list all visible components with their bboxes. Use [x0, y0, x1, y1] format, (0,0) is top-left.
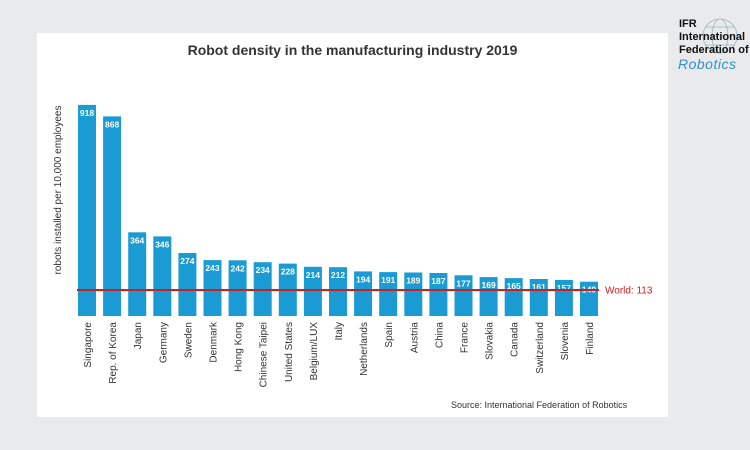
- bar-value-label: 243: [205, 263, 219, 273]
- bar-value-label: 157: [557, 283, 571, 293]
- bar-value-label: 214: [306, 270, 320, 280]
- category-tick-label: Finland: [585, 322, 596, 355]
- chart-title: Robot density in the manufacturing indus…: [187, 42, 518, 58]
- world-reference-label: World: 113: [605, 286, 653, 297]
- bar: [404, 272, 423, 316]
- bar: [228, 260, 247, 316]
- category-tick-label: Denmark: [209, 321, 220, 363]
- category-tick-label: Sweden: [183, 322, 194, 358]
- bar: [479, 277, 498, 316]
- bar-value-label: 187: [431, 276, 445, 286]
- bar-value-label: 177: [456, 278, 470, 288]
- bar-value-label: 165: [507, 281, 521, 291]
- bar: [454, 275, 473, 316]
- bar: [329, 267, 347, 316]
- category-tick-label: Chinese Taipei: [259, 322, 270, 387]
- bar-value-label: 228: [281, 267, 295, 277]
- bar-value-label: 868: [105, 119, 119, 129]
- bar: [153, 236, 172, 316]
- category-tick-label: Canada: [510, 322, 521, 357]
- bar: [128, 232, 147, 316]
- category-tick-label: Netherlands: [359, 322, 370, 376]
- category-tick-label: Hong Kong: [234, 322, 245, 372]
- bar: [529, 279, 548, 316]
- category-tick-label: Italy: [334, 322, 345, 340]
- logo-line-international: International: [679, 31, 746, 43]
- logo-line-federation: Federation of: [679, 44, 749, 56]
- bar-value-label: 274: [180, 256, 194, 266]
- bar: [78, 104, 96, 317]
- category-tick-label: Rep. of Korea: [108, 322, 119, 384]
- category-tick-label: Slovakia: [485, 322, 496, 360]
- category-tick-label: United States: [284, 322, 295, 382]
- bar-value-label: 161: [532, 282, 546, 292]
- category-tick-label: Slovenia: [560, 322, 571, 361]
- bar-value-label: 242: [231, 263, 245, 273]
- logo-line-ifr: IFR: [679, 18, 697, 30]
- category-tick-label: Japan: [133, 322, 144, 349]
- bar: [303, 266, 322, 316]
- bar: [178, 253, 197, 316]
- category-tick-label: Austria: [409, 322, 420, 354]
- category-tick-label: Belgium/LUX: [309, 322, 320, 381]
- y-axis-label: robots installed per 10,000 employees: [53, 106, 64, 275]
- slide-panel: [37, 33, 668, 417]
- category-tick-label: China: [434, 322, 445, 349]
- bar: [203, 260, 222, 316]
- source-note: Source: International Federation of Robo…: [451, 400, 628, 410]
- bar: [379, 272, 398, 316]
- category-tick-labels: Singapore Rep. of Korea Japan Germany Sweden…: [83, 321, 596, 387]
- category-tick-label: France: [460, 322, 471, 354]
- bar-value-label: 169: [482, 280, 496, 290]
- world-reference: World: 113: [77, 286, 653, 297]
- bar-value-label: 191: [381, 275, 395, 285]
- category-tick-label: Spain: [384, 322, 395, 348]
- logo-line-robotics: Robotics: [678, 56, 737, 72]
- bar-value-label: 346: [155, 239, 169, 249]
- bar: [354, 271, 373, 316]
- bar-value-label: 194: [356, 274, 370, 284]
- bar: [554, 279, 573, 316]
- bar: [103, 116, 122, 317]
- bar-value-label: 364: [130, 235, 144, 245]
- bar-value-label: 212: [331, 270, 345, 280]
- ifr-globe-icon: [702, 18, 738, 54]
- category-tick-label: Germany: [158, 322, 169, 363]
- category-tick-label: Singapore: [83, 322, 94, 368]
- category-tick-label: Switzerland: [535, 322, 546, 374]
- bar: [504, 278, 523, 317]
- bar-value-label: 918: [80, 108, 94, 118]
- bar-value-label: 189: [406, 276, 420, 286]
- bar-value-label: 234: [256, 265, 270, 275]
- bar: [429, 273, 448, 316]
